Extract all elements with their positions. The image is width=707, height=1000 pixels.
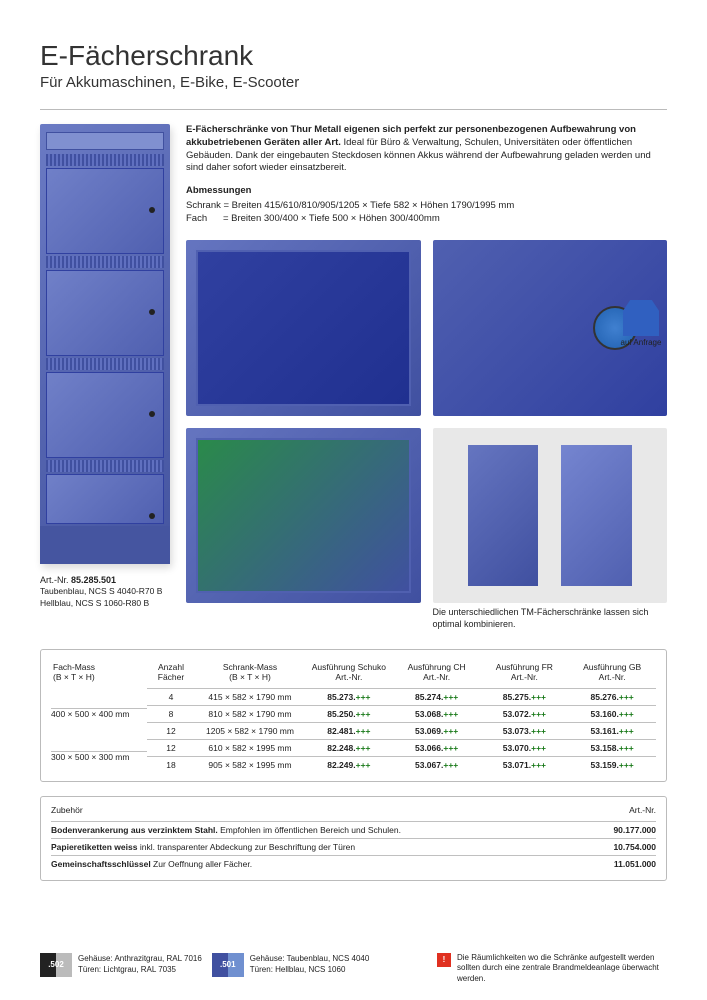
spec-r2-fr: 53.073.+++ xyxy=(481,722,569,739)
spec-r0-gb: 85.276.+++ xyxy=(568,688,656,705)
spec-head-schuko: Ausführung Schuko Art.-Nr. xyxy=(305,658,393,688)
footer: .502 Gehäuse: Anthrazitgrau, RAL 7016 Tü… xyxy=(40,953,667,984)
spec-r2-anzahl: 12 xyxy=(147,722,195,739)
spec-r2-gb: 53.161.+++ xyxy=(568,722,656,739)
artnr-label: Art.-Nr. xyxy=(40,575,71,585)
artnr-value: 85.285.501 xyxy=(71,575,116,585)
swatch-501-l1: Gehäuse: Taubenblau, NCS 4040 xyxy=(250,954,370,964)
spec-head-anzahl: Anzahl Fächer xyxy=(147,658,195,688)
thumb-combination xyxy=(433,428,668,604)
warning-icon: ! xyxy=(437,953,451,967)
spec-r4-schuko: 82.249.+++ xyxy=(305,756,393,773)
spec-head-fachmass: Fach-Mass (B × T × H) xyxy=(51,658,147,688)
accessory-row: Gemeinschaftsschlüssel Zur Oeffnung alle… xyxy=(51,855,656,872)
thumb-combination-caption: Die unterschiedlichen TM-Fächerschränke … xyxy=(433,607,668,630)
spec-r3-schrank: 610 × 582 × 1995 mm xyxy=(195,739,305,756)
spec-r4-gb: 53.159.+++ xyxy=(568,756,656,773)
artnr-color-2: Hellblau, NCS S 1060-R80 B xyxy=(40,598,170,609)
spec-r3-fr: 53.070.+++ xyxy=(481,739,569,756)
accessory-row: Bodenverankerung aus verzinktem Stahl. E… xyxy=(51,821,656,838)
swatch-501-l2: Türen: Hellblau, NCS 1060 xyxy=(250,965,370,975)
spec-head-schrankmass: Schrank-Mass (B × T × H) xyxy=(195,658,305,688)
divider xyxy=(40,109,667,110)
rfid-badge: auf Anfrage xyxy=(615,300,667,347)
spec-head-fr: Ausführung FR Art.-Nr. xyxy=(481,658,569,688)
swatch-502-l2: Türen: Lichtgrau, RAL 7035 xyxy=(78,965,202,975)
spec-r4-ch: 53.067.+++ xyxy=(393,756,481,773)
spec-r1-anzahl: 8 xyxy=(147,705,195,722)
swatch-502: .502 Gehäuse: Anthrazitgrau, RAL 7016 Tü… xyxy=(40,953,202,977)
spec-r1-schrank: 810 × 582 × 1790 mm xyxy=(195,705,305,722)
page-subtitle: Für Akkumaschinen, E-Bike, E-Scooter xyxy=(40,74,667,91)
spec-r2-schuko: 82.481.+++ xyxy=(305,722,393,739)
spec-r1-ch: 53.068.+++ xyxy=(393,705,481,722)
spec-head-ch: Ausführung CH Art.-Nr. xyxy=(393,658,481,688)
spec-r3-schuko: 82.248.+++ xyxy=(305,739,393,756)
spec-r4-schrank: 905 × 582 × 1995 mm xyxy=(195,756,305,773)
rfid-icon xyxy=(623,300,659,336)
spec-r3-ch: 53.066.+++ xyxy=(393,739,481,756)
warning-text: Die Räumlichkeiten wo die Schränke aufge… xyxy=(457,953,667,984)
dimensions-line-1: Schrank = Breiten 415/610/810/905/1205 ×… xyxy=(186,200,667,213)
accessories-heading: Zubehör xyxy=(51,805,83,815)
spec-r3-anzahl: 12 xyxy=(147,739,195,756)
artnr-color-1: Taubenblau, NCS S 4040-R70 B xyxy=(40,586,170,597)
spec-r4-anzahl: 18 xyxy=(147,756,195,773)
warning-note: ! Die Räumlichkeiten wo die Schränke auf… xyxy=(437,953,667,984)
swatch-502-l1: Gehäuse: Anthrazitgrau, RAL 7016 xyxy=(78,954,202,964)
spec-r0-schuko: 85.273.+++ xyxy=(305,688,393,705)
spec-r0-anzahl: 4 xyxy=(147,688,195,705)
article-number-block: Art.-Nr. 85.285.501 Taubenblau, NCS S 40… xyxy=(40,574,170,609)
product-image xyxy=(40,124,170,564)
spec-r0-fr: 85.275.+++ xyxy=(481,688,569,705)
spec-r2-schrank: 1205 × 582 × 1790 mm xyxy=(195,722,305,739)
accessories-table: Zubehör Art.-Nr. Bodenverankerung aus ve… xyxy=(40,796,667,881)
spec-r2-ch: 53.069.+++ xyxy=(393,722,481,739)
thumb-interior-tools xyxy=(186,428,421,604)
spec-r0-schrank: 415 × 582 × 1790 mm xyxy=(195,688,305,705)
accessory-row: Papieretiketten weiss inkl. transparente… xyxy=(51,838,656,855)
spec-r1-schuko: 85.250.+++ xyxy=(305,705,393,722)
spec-r1-fr: 53.072.+++ xyxy=(481,705,569,722)
spec-group1-label: 400 × 500 × 400 mm xyxy=(51,708,147,719)
spec-group2-label: 300 × 500 × 300 mm xyxy=(51,751,147,762)
spec-r0-ch: 85.274.+++ xyxy=(393,688,481,705)
dimensions-heading: Abmessungen xyxy=(186,185,667,198)
page-title: E-Fächerschrank xyxy=(40,40,667,72)
spec-r4-fr: 53.071.+++ xyxy=(481,756,569,773)
description-paragraph: E-Fächerschränke von Thur Metall eigenen… xyxy=(186,124,667,175)
spec-r1-gb: 53.160.+++ xyxy=(568,705,656,722)
spec-r3-gb: 53.158.+++ xyxy=(568,739,656,756)
swatch-502-box: .502 xyxy=(40,953,72,977)
swatch-501-box: .501 xyxy=(212,953,244,977)
dimensions-line-2: Fach = Breiten 300/400 × Tiefe 500 × Höh… xyxy=(186,213,667,226)
spec-head-gb: Ausführung GB Art.-Nr. xyxy=(568,658,656,688)
accessories-artnr-heading: Art.-Nr. xyxy=(629,805,656,815)
swatch-501: .501 Gehäuse: Taubenblau, NCS 4040 Türen… xyxy=(212,953,370,977)
thumb-interior-open xyxy=(186,240,421,416)
rfid-label: auf Anfrage xyxy=(615,338,667,347)
spec-table: Fach-Mass (B × T × H) Anzahl Fächer Schr… xyxy=(40,649,667,782)
